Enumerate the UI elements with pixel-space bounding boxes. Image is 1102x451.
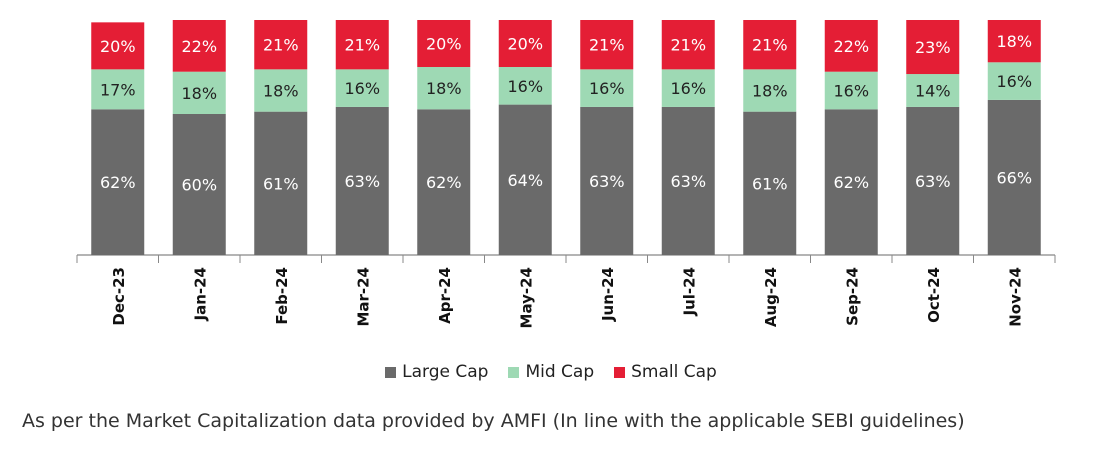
bar-segment-small-cap <box>661 20 715 70</box>
x-tick-label: Nov-24 <box>1006 267 1024 327</box>
data-label: 22% <box>833 37 869 56</box>
data-label: 16% <box>507 77 543 96</box>
bar-segment-small-cap <box>254 20 308 70</box>
bar-segment-large-cap <box>498 104 552 255</box>
bar-segment-large-cap <box>824 109 878 255</box>
data-label: 20% <box>100 37 136 56</box>
bar-segment-small-cap <box>580 20 634 70</box>
data-label: 21% <box>589 36 625 55</box>
bar-segment-mid-cap <box>335 69 389 107</box>
data-label: 18% <box>263 82 299 101</box>
x-tick-label: Jul-24 <box>680 267 698 317</box>
x-tick-label: Apr-24 <box>436 267 454 324</box>
bar-segment-small-cap <box>417 20 471 67</box>
bar-segment-mid-cap <box>661 69 715 107</box>
data-label: 21% <box>752 36 788 55</box>
bar-segment-small-cap <box>824 20 878 72</box>
bar-segment-large-cap <box>906 106 960 255</box>
data-label: 23% <box>915 38 951 57</box>
data-label: 21% <box>670 36 706 55</box>
data-label: 16% <box>833 82 869 101</box>
x-tick-label: Aug-24 <box>762 267 780 327</box>
legend-label-small-cap: Small Cap <box>631 362 717 382</box>
data-label: 21% <box>344 36 380 55</box>
data-label: 66% <box>996 168 1032 187</box>
bar-segment-large-cap <box>254 111 308 256</box>
legend-swatch-small-cap <box>614 366 626 378</box>
legend-label-large-cap: Large Cap <box>402 362 489 382</box>
x-tick-label: May-24 <box>517 267 535 328</box>
legend-item-large-cap: Large Cap <box>385 362 488 382</box>
bar-segment-small-cap <box>172 20 226 72</box>
bar-segment-large-cap <box>580 106 634 255</box>
data-label: 16% <box>589 79 625 98</box>
data-label: 16% <box>344 79 380 98</box>
data-label: 20% <box>426 35 462 54</box>
data-label: 62% <box>100 173 136 192</box>
bar-segment-mid-cap <box>824 71 878 110</box>
x-tick-label: Oct-24 <box>925 267 943 323</box>
bar-segment-small-cap <box>906 20 960 75</box>
x-tick-label: Jan-24 <box>191 267 209 321</box>
bar-segment-large-cap <box>417 109 471 255</box>
bar-segment-large-cap <box>91 109 145 255</box>
bar-segment-mid-cap <box>987 62 1041 100</box>
bar-segment-small-cap <box>91 22 145 70</box>
data-label: 18% <box>181 84 217 103</box>
data-label: 63% <box>915 172 951 191</box>
data-label: 63% <box>670 172 706 191</box>
data-label: 63% <box>589 172 625 191</box>
data-label: 18% <box>426 79 462 98</box>
data-label: 62% <box>426 173 462 192</box>
bar-segment-large-cap <box>661 106 715 255</box>
data-label: 63% <box>344 172 380 191</box>
bar-segment-small-cap <box>987 20 1041 63</box>
legend-item-small-cap: Small Cap <box>614 362 717 382</box>
footnote: As per the Market Capitalization data pr… <box>22 410 965 432</box>
data-label: 17% <box>100 80 136 99</box>
bar-segment-large-cap <box>743 111 797 256</box>
data-label: 20% <box>507 35 543 54</box>
data-label: 18% <box>752 82 788 101</box>
bar-segment-mid-cap <box>743 69 797 112</box>
x-tick-label: Jun-24 <box>599 267 617 322</box>
data-label: 61% <box>752 174 788 193</box>
x-tick-label: Feb-24 <box>273 267 291 325</box>
legend-swatch-large-cap <box>385 366 397 378</box>
bar-segment-mid-cap <box>498 67 552 105</box>
data-label: 60% <box>181 176 217 195</box>
legend-item-mid-cap: Mid Cap <box>508 362 594 382</box>
bar-segment-small-cap <box>498 20 552 67</box>
bar-segment-small-cap <box>743 20 797 70</box>
data-label: 22% <box>181 37 217 56</box>
data-label: 64% <box>507 171 543 190</box>
data-label: 21% <box>263 36 299 55</box>
data-label: 61% <box>263 174 299 193</box>
x-tick-label: Mar-24 <box>354 267 372 327</box>
bar-segment-mid-cap <box>254 69 308 112</box>
data-label: 62% <box>833 173 869 192</box>
bar-segment-mid-cap <box>417 67 471 110</box>
data-label: 18% <box>996 32 1032 51</box>
bar-segment-mid-cap <box>906 74 960 107</box>
data-label: 16% <box>670 79 706 98</box>
bar-segment-small-cap <box>335 20 389 70</box>
bar-segment-large-cap <box>335 106 389 255</box>
bar-segment-mid-cap <box>580 69 634 107</box>
data-label: 14% <box>915 82 951 101</box>
bar-segment-large-cap <box>172 114 226 255</box>
x-tick-label: Sep-24 <box>843 267 861 326</box>
legend-label-mid-cap: Mid Cap <box>525 362 595 382</box>
x-tick-label: Dec-23 <box>110 267 128 326</box>
bar-segment-mid-cap <box>91 69 145 110</box>
legend-swatch-mid-cap <box>508 366 520 378</box>
bar-segment-mid-cap <box>172 71 226 114</box>
bar-segment-large-cap <box>987 99 1041 256</box>
stacked-bar-chart: 62% 17% 20% Dec-23 60% 18% 22% Jan-24 61% 18% 21% F… <box>76 20 1056 328</box>
data-label: 16% <box>996 72 1032 91</box>
chart-legend: Large Cap Mid Cap Small Cap <box>0 362 1102 382</box>
